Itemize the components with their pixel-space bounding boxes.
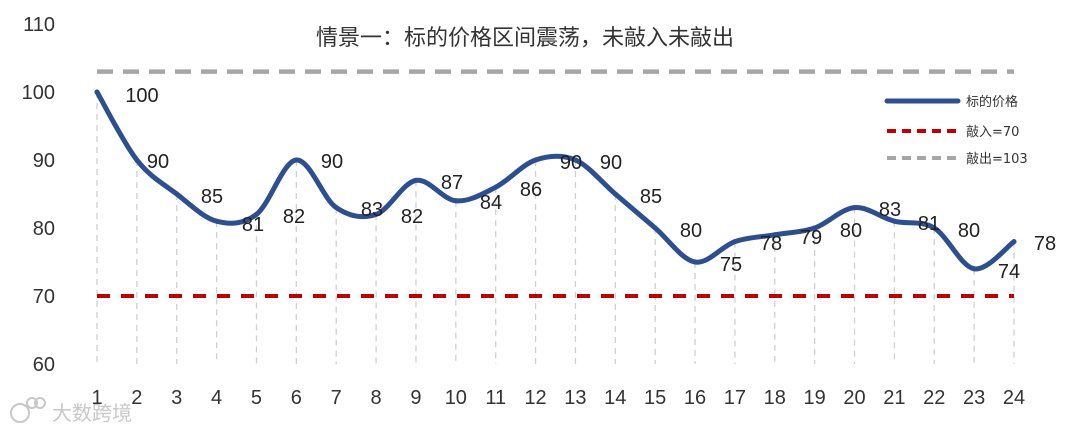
data-point-3 — [174, 191, 180, 197]
data-label-20: 83 — [879, 199, 901, 221]
data-point-18 — [772, 232, 778, 238]
threshold-lines — [97, 69, 1014, 298]
data-label-4: 81 — [242, 214, 264, 236]
x-tick-label-8: 8 — [371, 387, 382, 409]
x-tick-label-17: 17 — [724, 387, 746, 409]
chart-title: 情景一：标的价格区间震荡，未敲入未敲出 — [316, 26, 734, 51]
x-tick-label-13: 13 — [564, 387, 586, 409]
data-point-10 — [453, 198, 459, 204]
data-label-7: 83 — [361, 199, 383, 221]
x-tick-label-23: 23 — [963, 387, 985, 409]
y-tick-label-70: 70 — [33, 286, 55, 308]
data-point-8 — [373, 211, 379, 217]
x-tick-label-24: 24 — [1003, 387, 1025, 409]
data-point-2 — [134, 157, 140, 163]
data-label-13: 90 — [600, 152, 622, 174]
y-tick-label-60: 60 — [33, 354, 55, 376]
data-point-4 — [214, 218, 220, 224]
watermark-text: 大数跨境 — [52, 401, 132, 425]
x-tick-label-18: 18 — [764, 387, 786, 409]
grid-layer — [96, 92, 1015, 364]
data-label-17: 78 — [760, 233, 782, 255]
data-labels: 100 90 85 81 82 90 83 82 87 84 86 90 90 85 80 75 78 79 80 8… — [125, 85, 1056, 283]
x-tick-label-3: 3 — [171, 387, 182, 409]
legend-label-2: 敲出=103 — [966, 151, 1028, 167]
series-line-price — [94, 89, 1017, 272]
data-point-24 — [1011, 239, 1017, 245]
data-point-21 — [891, 218, 897, 224]
data-point-23 — [971, 266, 977, 272]
data-point-13 — [572, 157, 578, 163]
data-label-10: 84 — [480, 192, 502, 214]
data-label-16: 75 — [720, 254, 742, 276]
data-label-15: 80 — [680, 220, 702, 242]
data-point-19 — [812, 225, 818, 231]
data-label-19: 80 — [840, 220, 862, 242]
data-label-3: 85 — [201, 186, 223, 208]
x-tick-label-2: 2 — [131, 387, 142, 409]
y-tick-label-100: 100 — [22, 82, 55, 104]
data-point-22 — [931, 225, 937, 231]
watermark-logo-icon — [10, 397, 46, 423]
data-label-22: 80 — [958, 220, 980, 242]
x-tick-label-6: 6 — [291, 387, 302, 409]
x-tick-label-4: 4 — [211, 387, 222, 409]
data-point-9 — [413, 177, 419, 183]
data-label-6: 90 — [321, 151, 343, 173]
legend-label-0: 标的价格 — [966, 94, 1018, 110]
x-tick-label-5: 5 — [251, 387, 262, 409]
data-point-11 — [493, 184, 499, 190]
x-tick-label-20: 20 — [843, 387, 865, 409]
x-tick-label-22: 22 — [923, 387, 945, 409]
data-label-11: 86 — [520, 179, 542, 201]
data-label-2: 90 — [147, 151, 169, 173]
data-label-21: 81 — [918, 213, 940, 235]
x-tick-label-10: 10 — [445, 387, 467, 409]
data-label-1: 100 — [125, 85, 158, 107]
data-label-23: 74 — [998, 261, 1020, 283]
series-layer — [94, 89, 1017, 272]
data-label-8: 82 — [401, 206, 423, 228]
x-tick-label-14: 14 — [604, 387, 626, 409]
data-label-12: 90 — [560, 152, 582, 174]
y-tick-label-80: 80 — [33, 218, 55, 240]
data-point-14 — [612, 191, 618, 197]
data-point-12 — [533, 157, 539, 163]
legend-label-1: 敲入=70 — [966, 124, 1019, 140]
x-tick-label-21: 21 — [883, 387, 905, 409]
y-tick-label-90: 90 — [33, 150, 55, 172]
data-point-15 — [652, 225, 658, 231]
data-point-1 — [94, 89, 100, 95]
data-label-9: 87 — [441, 172, 463, 194]
data-point-16 — [692, 259, 698, 265]
x-tick-label-1: 1 — [91, 387, 102, 409]
x-tick-label-7: 7 — [331, 387, 342, 409]
data-point-6 — [293, 157, 299, 163]
x-tick-label-19: 19 — [804, 387, 826, 409]
data-label-24: 78 — [1034, 233, 1056, 255]
y-tick-label-110: 110 — [23, 14, 55, 36]
x-tick-label-15: 15 — [644, 387, 666, 409]
data-label-18: 79 — [800, 227, 822, 249]
watermark: 大数跨境 — [10, 397, 132, 425]
data-point-5 — [253, 211, 259, 217]
data-point-7 — [333, 205, 339, 211]
x-tick-label-11: 11 — [485, 387, 506, 409]
x-tick-label-12: 12 — [524, 387, 546, 409]
data-point-20 — [852, 205, 858, 211]
x-tick-label-16: 16 — [684, 387, 706, 409]
x-tick-label-9: 9 — [410, 387, 421, 409]
data-label-5: 82 — [283, 206, 305, 228]
data-point-17 — [732, 239, 738, 245]
data-label-14: 85 — [640, 186, 662, 208]
